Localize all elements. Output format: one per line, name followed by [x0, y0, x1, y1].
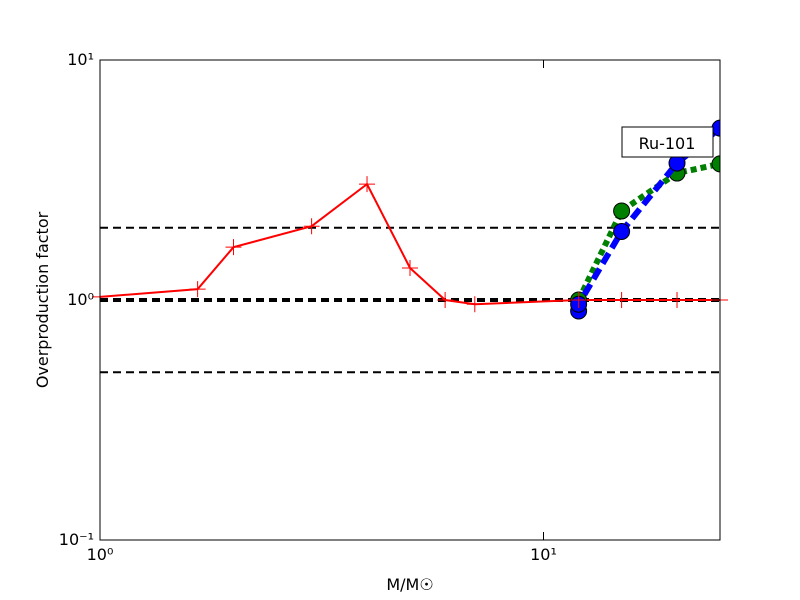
- x-tick-label: 10⁰: [87, 545, 114, 564]
- annotation-box: [621, 126, 714, 158]
- point-marker: [189, 281, 206, 298]
- annotation: Ru-101: [639, 134, 696, 153]
- point-marker: [613, 222, 631, 240]
- y-tick-label: 10¹: [67, 50, 94, 69]
- point-marker: [303, 218, 320, 235]
- point-marker: [437, 292, 454, 308]
- point-marker: [570, 292, 587, 308]
- point-marker: [669, 292, 686, 308]
- point-marker: [466, 296, 483, 313]
- point-marker: [711, 155, 720, 173]
- x-tick-label: 10¹: [530, 545, 557, 564]
- point-marker: [359, 176, 376, 193]
- y-tick-label: 10⁰: [67, 290, 94, 309]
- x-axis-label: M/M☉: [386, 575, 433, 594]
- y-axis-label: Overproduction factor: [33, 211, 52, 388]
- point-marker: [613, 202, 631, 220]
- y-tick-label: 10⁻¹: [59, 530, 94, 549]
- point-marker: [225, 239, 242, 256]
- point-marker: [613, 292, 630, 308]
- series-line: [575, 160, 720, 302]
- series-line: [100, 182, 720, 306]
- point-marker: [402, 259, 418, 276]
